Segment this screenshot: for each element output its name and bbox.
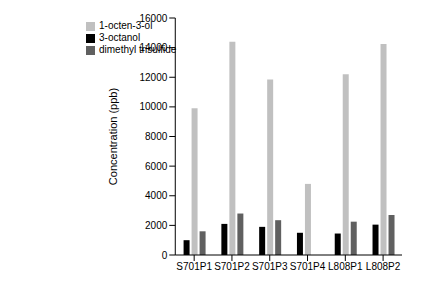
- svg-text:S701P4: S701P4: [290, 261, 326, 272]
- svg-text:L808P1: L808P1: [328, 261, 363, 272]
- svg-text:S701P1: S701P1: [176, 261, 212, 272]
- svg-text:12000: 12000: [139, 72, 167, 83]
- svg-text:0: 0: [162, 250, 168, 261]
- svg-text:S701P3: S701P3: [252, 261, 288, 272]
- svg-text:8000: 8000: [145, 131, 168, 142]
- svg-text:2000: 2000: [145, 220, 168, 231]
- svg-text:L808P2: L808P2: [366, 261, 401, 272]
- svg-text:10000: 10000: [139, 101, 167, 112]
- svg-text:4000: 4000: [145, 190, 168, 201]
- svg-text:Concentration (ppb): Concentration (ppb): [107, 88, 119, 185]
- svg-text:14000: 14000: [139, 42, 167, 53]
- svg-text:S701P2: S701P2: [214, 261, 250, 272]
- svg-text:6000: 6000: [145, 161, 168, 172]
- svg-text:16000: 16000: [139, 13, 167, 24]
